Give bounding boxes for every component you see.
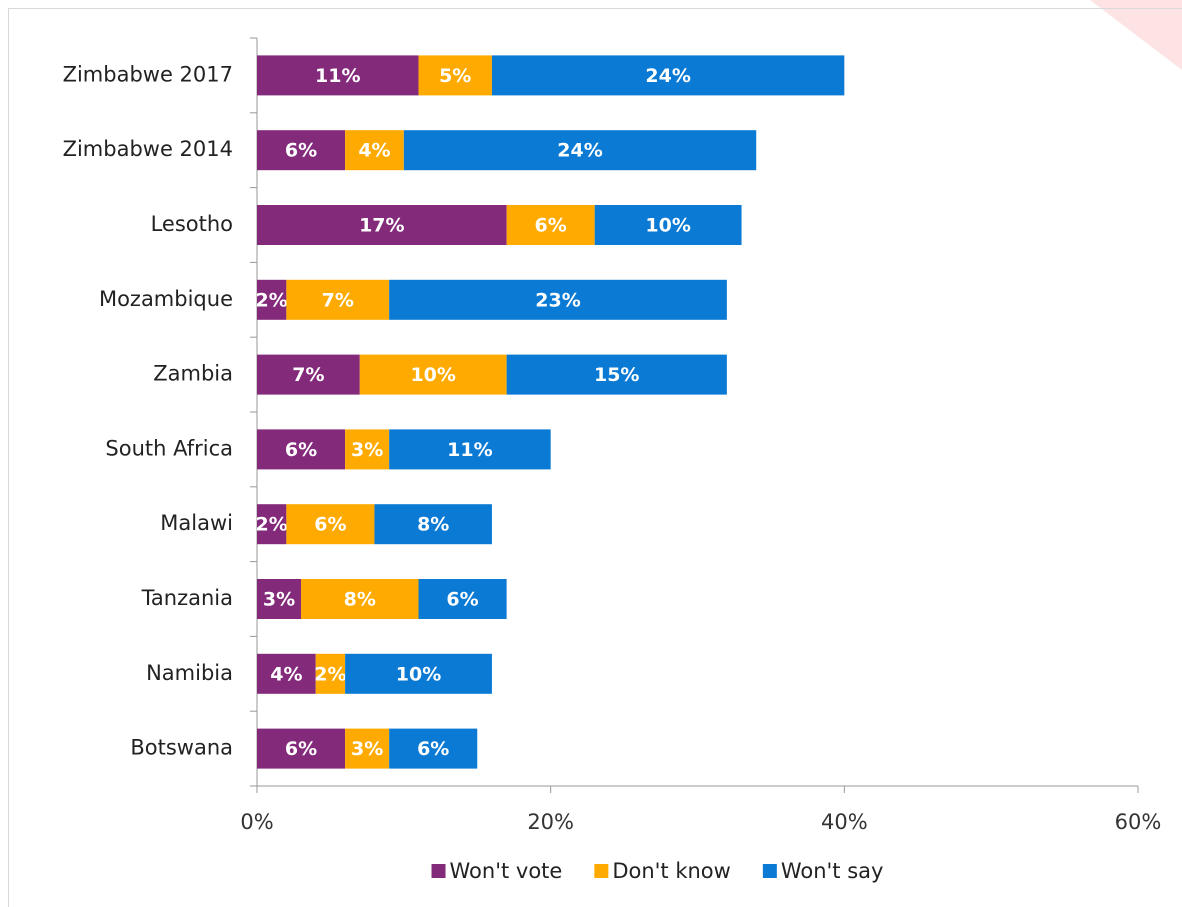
legend-label: Don't know: [612, 859, 731, 883]
bar-segment: [315, 653, 346, 694]
value-label: 15%: [594, 364, 639, 386]
value-label: 24%: [557, 140, 602, 162]
bar-segment: [345, 728, 390, 769]
value-label: 3%: [351, 439, 383, 461]
bar-segment: [257, 354, 360, 395]
value-label: 17%: [359, 215, 404, 237]
bar-segment: [257, 55, 419, 96]
bar-segment: [286, 279, 390, 320]
category-label: Zimbabwe 2014: [63, 137, 233, 161]
value-label: 23%: [535, 289, 580, 311]
value-label: 7%: [322, 289, 354, 311]
category-label: Mozambique: [99, 287, 233, 311]
bar-segment: [286, 504, 375, 545]
bar-segment: [506, 205, 595, 245]
decoration: [1090, 0, 1182, 70]
bar-segment: [345, 130, 404, 171]
bar-segment: [257, 429, 346, 470]
category-label: Malawi: [160, 511, 233, 535]
bar-segment: [374, 504, 492, 545]
value-label: 6%: [314, 514, 346, 536]
value-label: 6%: [417, 738, 449, 760]
category-label: Namibia: [146, 661, 233, 685]
value-label: 10%: [396, 663, 441, 685]
bar-segment: [257, 653, 316, 694]
category-label: Zambia: [153, 362, 233, 386]
value-label: 4%: [358, 140, 390, 162]
value-label: 3%: [263, 589, 295, 611]
value-label: 6%: [285, 439, 317, 461]
value-label: 6%: [535, 215, 567, 237]
value-label: 24%: [645, 65, 690, 87]
legend-label: Won't say: [781, 859, 884, 883]
bar-segment: [403, 130, 757, 171]
bar-segment: [389, 728, 478, 769]
bar-segment: [257, 279, 287, 320]
x-tick-label: 20%: [527, 810, 574, 834]
legend-swatch: [594, 864, 609, 878]
category-label: South Africa: [105, 436, 233, 460]
category-label: Tanzania: [141, 586, 233, 610]
bar-segment: [257, 728, 346, 769]
value-label: 11%: [315, 65, 360, 87]
bar-segment: [389, 279, 727, 320]
value-label: 6%: [285, 738, 317, 760]
bar-segment: [345, 429, 390, 470]
category-label: Botswana: [130, 736, 233, 760]
bar-segment: [491, 55, 845, 96]
value-label: 10%: [410, 364, 455, 386]
bar-segment: [418, 55, 492, 96]
bar-segment: [389, 429, 551, 470]
bar-segment: [506, 354, 727, 395]
bar-segment: [257, 504, 287, 545]
value-label: 8%: [417, 514, 449, 536]
bar-segment: [345, 653, 492, 694]
value-label: 4%: [270, 663, 302, 685]
value-label: 3%: [351, 738, 383, 760]
x-tick-label: 60%: [1115, 810, 1162, 834]
legend-label: Won't vote: [450, 859, 563, 883]
value-label: 2%: [256, 514, 288, 536]
legend-swatch: [431, 864, 446, 878]
bar-segment: [257, 205, 507, 245]
legend-swatch: [762, 864, 777, 878]
value-label: 11%: [447, 439, 492, 461]
value-label: 2%: [256, 289, 288, 311]
value-label: 6%: [446, 589, 478, 611]
x-tick-label: 0%: [240, 810, 273, 834]
value-label: 8%: [344, 589, 376, 611]
chart-frame: [8, 8, 1182, 907]
category-label: Lesotho: [151, 212, 233, 236]
value-label: 6%: [285, 140, 317, 162]
bar-segment: [359, 354, 507, 395]
bar-segment: [301, 579, 419, 619]
bar-segment: [594, 205, 742, 245]
bar-segment: [257, 579, 302, 619]
bar-segment: [418, 579, 507, 619]
bar-segment: [257, 130, 346, 171]
x-tick-label: 40%: [821, 810, 868, 834]
category-label: Zimbabwe 2017: [63, 62, 233, 86]
value-label: 2%: [314, 663, 346, 685]
value-label: 7%: [292, 364, 324, 386]
value-label: 10%: [645, 215, 690, 237]
value-label: 5%: [439, 65, 471, 87]
